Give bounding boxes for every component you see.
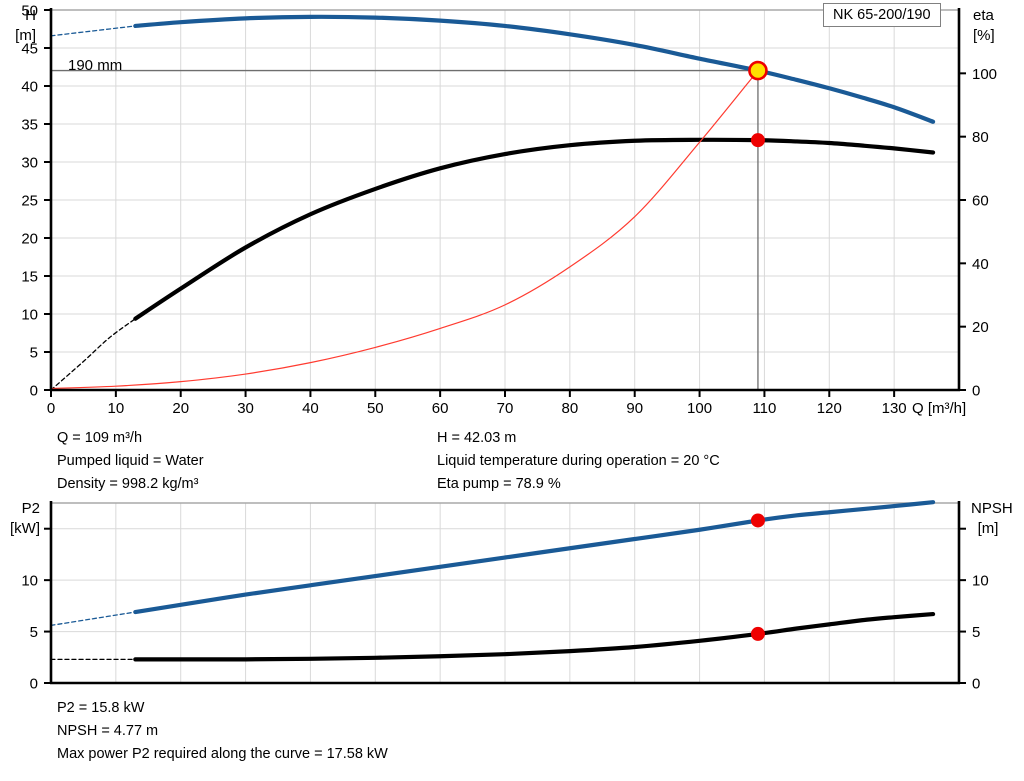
duty-markers (748, 60, 768, 148)
info-liquid-temperature: Liquid temperature during operation = 20… (437, 453, 720, 469)
y-tick-label-right: 100 (972, 66, 997, 83)
y-tick-label-left: 30 (21, 155, 38, 172)
curve-npsh (133, 611, 936, 662)
impeller-diameter-label: 190 mm (68, 57, 122, 74)
y-tick-label-right: 10 (972, 573, 989, 590)
curve-efficiency-eta-extrapolated (50, 318, 136, 391)
x-tick-label: 80 (562, 400, 579, 417)
y-tick-label-right: 20 (972, 319, 989, 336)
curve-efficiency-eta (133, 137, 936, 321)
y-tick-label-right: 60 (972, 193, 989, 210)
x-tick-label: 50 (367, 400, 384, 417)
y-axis-left-unit: [kW] (10, 520, 40, 537)
x-tick-label: 120 (817, 400, 842, 417)
y-axis-left-title: P2 (22, 500, 40, 517)
curve-head-h-extrapolated (50, 25, 136, 37)
y-tick-label-left: 50 (21, 3, 38, 20)
y-tick-label-left: 45 (21, 41, 38, 58)
series-group (50, 500, 936, 662)
duty-point-npsh[interactable] (750, 626, 765, 641)
x-tick-label: 90 (626, 400, 643, 417)
curve-power-curve-thin-red (50, 69, 759, 390)
axes: 0 5 10 0 5 10 (21, 501, 989, 693)
info-p2: P2 = 15.8 kW (57, 700, 145, 716)
y-tick-label-left: 15 (21, 269, 38, 286)
x-tick-label: 0 (47, 400, 55, 417)
y-axis-left-unit: [m] (15, 27, 36, 44)
y-tick-label-right: 40 (972, 256, 989, 273)
y-axis-right-title: NPSH (971, 500, 1013, 517)
power-npsh-chart: 0 5 10 0 5 10 P2 [kW] NPSH [m] (10, 500, 1013, 693)
y-tick-label-left: 10 (21, 307, 38, 324)
y-tick-label-left: 40 (21, 79, 38, 96)
x-tick-label: 70 (497, 400, 514, 417)
duty-point-eta[interactable] (750, 133, 765, 148)
x-tick-label: 20 (172, 400, 189, 417)
info-density: Density = 998.2 kg/m³ (57, 476, 199, 492)
gridlines (51, 9, 959, 390)
info-max-power: Max power P2 required along the curve = … (57, 746, 388, 762)
y-axis-right-unit: [%] (973, 27, 995, 44)
curve-shaft-power-p2 (133, 500, 936, 615)
x-tick-label: 100 (687, 400, 712, 417)
y-axis-right-title: eta (973, 7, 995, 24)
y-tick-label-left: 5 (30, 624, 38, 641)
reference-lines (51, 69, 759, 390)
duty-point-head[interactable] (748, 60, 768, 81)
y-axis-right-unit: [m] (978, 520, 999, 537)
bottom-chart-root: 0 5 10 0 5 10 P2 [kW] NPSH [m] (10, 500, 1013, 693)
pump-model-label: NK 65-200/190 (833, 7, 931, 23)
info-pumped-liquid: Pumped liquid = Water (57, 453, 204, 469)
curve-shaft-power-p2-extrapolated (50, 611, 136, 627)
info-h: H = 42.03 m (437, 430, 517, 446)
axis-titles: P2 [kW] NPSH [m] (10, 500, 1013, 537)
y-tick-label-left: 0 (30, 383, 38, 400)
y-tick-label-left: 20 (21, 231, 38, 248)
x-tick-label: 60 (432, 400, 449, 417)
x-tick-label: 130 (882, 400, 907, 417)
y-tick-label-left: 35 (21, 117, 38, 134)
y-tick-label-right: 5 (972, 624, 980, 641)
y-tick-label-left: 0 (30, 676, 38, 693)
info-eta-pump: Eta pump = 78.9 % (437, 476, 561, 492)
info-q: Q = 109 m³/h (57, 430, 143, 446)
y-tick-label-right: 0 (972, 676, 980, 693)
x-tick-label: 30 (237, 400, 254, 417)
y-tick-label-left: 5 (30, 345, 38, 362)
axes: 0 5 10 15 20 25 30 35 40 45 50 0 20 40 60 80 100 0 10 20 30 4… (21, 3, 997, 418)
axis-titles: H [m] eta [%] Q [m³/h] (15, 7, 995, 417)
y-tick-label-left: 10 (21, 573, 38, 590)
duty-point-power[interactable] (750, 513, 765, 528)
info-npsh: NPSH = 4.77 m (57, 723, 159, 739)
duty-markers (750, 513, 765, 641)
head-efficiency-chart: 0 5 10 15 20 25 30 35 40 45 50 0 20 40 60 80 100 0 10 20 30 4… (15, 3, 997, 418)
y-tick-label-left: 25 (21, 193, 38, 210)
y-tick-label-right: 0 (972, 383, 980, 400)
x-axis-title: Q [m³/h] (912, 400, 966, 417)
x-tick-label: 40 (302, 400, 319, 417)
x-tick-label: 10 (108, 400, 125, 417)
y-axis-left-title: H (25, 7, 36, 24)
y-tick-label-right: 80 (972, 129, 989, 146)
series-group (50, 14, 936, 391)
curve-head-h-190-mm (133, 14, 936, 124)
top-chart-root: 0 5 10 15 20 25 30 35 40 45 50 0 20 40 60 80 100 0 10 20 30 4… (15, 3, 997, 418)
pump-model-badge: NK 65-200/190 (823, 3, 941, 27)
x-tick-label: 110 (752, 400, 776, 417)
